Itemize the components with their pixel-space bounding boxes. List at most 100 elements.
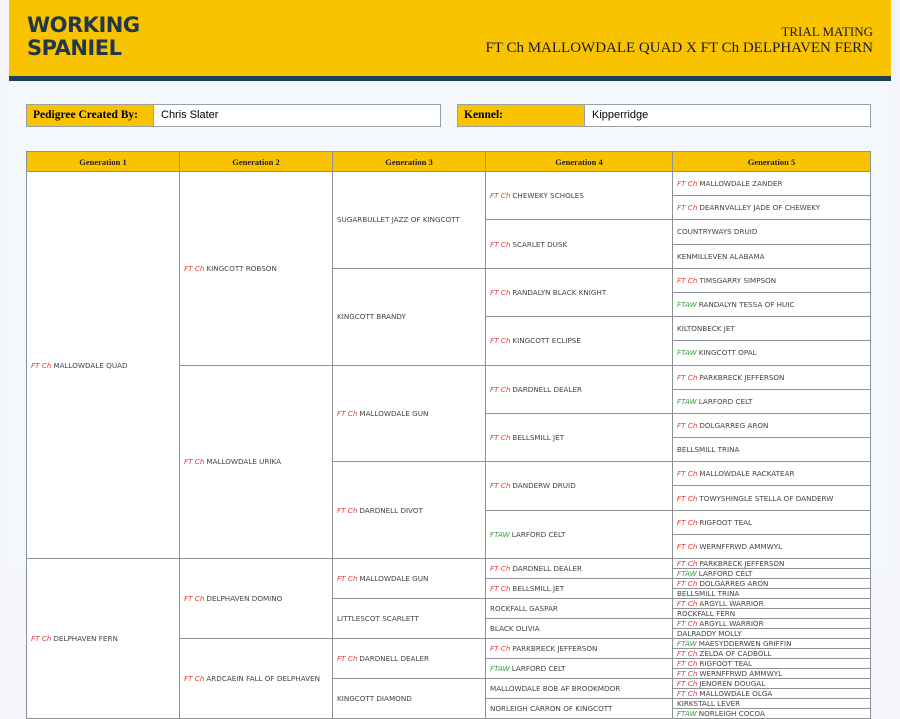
dog-name: KINGCOTT ROBSON bbox=[206, 263, 277, 273]
dog-cell-gen5[interactable]: FT Ch TOWYSHINGLE STELLA OF DANDERW bbox=[673, 486, 870, 510]
dog-entry: FT Ch DARDNELL DIVOT bbox=[337, 506, 423, 515]
dog-cell-gen2[interactable]: FT Ch KINGCOTT ROBSON bbox=[180, 172, 332, 365]
dog-cell-gen5[interactable]: FT Ch PARKBRECK JEFFERSON bbox=[673, 365, 870, 389]
dog-cell-gen5[interactable]: BELLSMILL TRINA bbox=[673, 438, 870, 462]
dog-cell-gen4[interactable]: FT Ch BELLSMILL JET bbox=[486, 579, 672, 598]
dog-name: RIGFOOT TEAL bbox=[699, 517, 753, 527]
dog-name: NORLEIGH COCOA bbox=[698, 709, 765, 718]
column-header-generation-3: Generation 3 bbox=[333, 152, 485, 171]
dog-cell-gen5[interactable]: FT Ch PARKBRECK JEFFERSON bbox=[673, 559, 870, 568]
dog-entry: FT Ch WERNFFRWD AMMWYL bbox=[677, 669, 782, 678]
dog-cell-gen5[interactable]: DALRADDY MOLLY bbox=[673, 629, 870, 638]
dog-cell-gen4[interactable]: FT Ch RANDALYN BLACK KNIGHT bbox=[486, 268, 672, 317]
dog-entry: FT Ch DEARNVALLEY JADE OF CHEWEKY bbox=[677, 203, 820, 212]
dog-cell-gen4[interactable]: FT Ch PARKBRECK JEFFERSON bbox=[486, 639, 672, 658]
dog-cell-gen4[interactable]: FT Ch DARDNELL DEALER bbox=[486, 559, 672, 578]
title-badge: FTAW bbox=[490, 664, 510, 673]
dog-cell-gen5[interactable]: FTAW NORLEIGH COCOA bbox=[673, 709, 870, 718]
dog-entry: BELLSMILL TRINA bbox=[677, 589, 739, 598]
dog-cell-gen5[interactable]: KENMILLEVEN ALABAMA bbox=[673, 244, 870, 268]
dog-name: DALRADDY MOLLY bbox=[677, 629, 742, 638]
dog-cell-gen3[interactable]: LITTLESCOT SCARLETT bbox=[333, 599, 485, 638]
dog-name: BLACK OLIVIA bbox=[490, 624, 540, 633]
dog-cell-gen4[interactable]: FT Ch SCARLET DUSK bbox=[486, 220, 672, 268]
dog-cell-gen5[interactable]: FT Ch JENOREN DOUGAL bbox=[673, 679, 870, 688]
dog-cell-gen4[interactable]: BLACK OLIVIA bbox=[486, 619, 672, 638]
dog-cell-gen4[interactable]: FT Ch BELLSMILL JET bbox=[486, 413, 672, 462]
dog-cell-gen5[interactable]: FT Ch MALLOWDALE OLGA bbox=[673, 689, 870, 698]
dog-name: KINGCOTT ECLIPSE bbox=[512, 336, 581, 346]
dog-cell-gen5[interactable]: FT Ch MALLOWDALE ZANDER bbox=[673, 172, 870, 196]
dog-entry: KINGCOTT DIAMOND bbox=[337, 694, 412, 703]
dog-cell-gen3[interactable]: SUGARBULLET JAZZ OF KINGCOTT bbox=[333, 172, 485, 268]
title-badge: FTAW bbox=[677, 569, 697, 578]
dog-cell-gen2[interactable]: FT Ch MALLOWDALE URIKA bbox=[180, 365, 332, 558]
dog-cell-gen5[interactable]: ROCKFALL FERN bbox=[673, 609, 870, 618]
dog-cell-gen3[interactable]: FT Ch MALLOWDALE GUN bbox=[333, 559, 485, 598]
dog-cell-gen5[interactable]: FT Ch DOLGARREG ARON bbox=[673, 579, 870, 588]
dog-entry: KILTONBECK JET bbox=[677, 324, 735, 333]
title-badge: FT Ch bbox=[677, 689, 698, 698]
header: WORKING SPANIEL TRIAL MATING FT Ch MALLO… bbox=[9, 0, 891, 76]
dog-cell-gen3[interactable]: KINGCOTT BRANDY bbox=[333, 268, 485, 365]
dog-cell-gen4[interactable]: FT Ch CHEWEKY SCHOLES bbox=[486, 172, 672, 220]
dog-cell-gen5[interactable]: FTAW LARFORD CELT bbox=[673, 389, 870, 413]
dog-name: DELPHAVEN FERN bbox=[53, 634, 118, 643]
title-badge: FT Ch bbox=[490, 336, 511, 346]
dog-entry: KINGCOTT BRANDY bbox=[337, 312, 406, 321]
dog-cell-gen1[interactable]: FT Ch MALLOWDALE QUAD bbox=[27, 172, 179, 558]
dog-cell-gen5[interactable]: BELLSMILL TRINA bbox=[673, 589, 870, 598]
dog-cell-gen4[interactable]: MALLOWDALE BOB AF BROOKMOOR bbox=[486, 679, 672, 698]
dog-name: MALLOWDALE QUAD bbox=[53, 360, 128, 370]
dog-cell-gen3[interactable]: FT Ch DARDNELL DIVOT bbox=[333, 462, 485, 558]
dog-cell-gen5[interactable]: FTAW KINGCOTT OPAL bbox=[673, 341, 870, 365]
title-badge: FT Ch bbox=[677, 372, 698, 382]
dog-cell-gen5[interactable]: FT Ch RIGFOOT TEAL bbox=[673, 510, 870, 534]
title-badge: FT Ch bbox=[677, 469, 698, 479]
dog-cell-gen4[interactable]: ROCKFALL GASPAR bbox=[486, 599, 672, 618]
dog-cell-gen4[interactable]: FT Ch KINGCOTT ECLIPSE bbox=[486, 317, 672, 365]
title-badge: FT Ch bbox=[677, 179, 698, 189]
dog-cell-gen5[interactable]: FT Ch ARGYLL WARRIOR bbox=[673, 599, 870, 608]
title-badge: FT Ch bbox=[184, 457, 205, 467]
dog-cell-gen3[interactable]: KINGCOTT DIAMOND bbox=[333, 679, 485, 718]
dog-name: TIMSGARRY SIMPSON bbox=[699, 275, 777, 285]
dog-cell-gen5[interactable]: FT Ch ZELDA OF CADBOLL bbox=[673, 649, 870, 658]
title-badge: FT Ch bbox=[31, 634, 52, 643]
dog-name: ARGYLL WARRIOR bbox=[699, 599, 764, 608]
dog-cell-gen1[interactable]: FT Ch DELPHAVEN FERN bbox=[27, 559, 179, 718]
dog-entry: KENMILLEVEN ALABAMA bbox=[677, 252, 765, 261]
dog-cell-gen3[interactable]: FT Ch MALLOWDALE GUN bbox=[333, 365, 485, 462]
dog-cell-gen3[interactable]: FT Ch DARDNELL DEALER bbox=[333, 639, 485, 678]
dog-cell-gen4[interactable]: FT Ch DARDNELL DEALER bbox=[486, 365, 672, 413]
dog-cell-gen5[interactable]: FTAW RANDALYN TESSA OF HUIC bbox=[673, 292, 870, 317]
dog-entry: LITTLESCOT SCARLETT bbox=[337, 614, 419, 623]
dog-entry: FT Ch DELPHAVEN DOMINO bbox=[184, 594, 282, 603]
dog-cell-gen5[interactable]: FT Ch TIMSGARRY SIMPSON bbox=[673, 268, 870, 292]
dog-cell-gen2[interactable]: FT Ch DELPHAVEN DOMINO bbox=[180, 559, 332, 638]
dog-cell-gen5[interactable]: FT Ch ARGYLL WARRIOR bbox=[673, 619, 870, 628]
dog-cell-gen5[interactable]: KIRKSTALL LEVER bbox=[673, 699, 870, 708]
dog-cell-gen5[interactable]: FT Ch MALLOWDALE RACKATEAR bbox=[673, 462, 870, 486]
dog-cell-gen5[interactable]: COUNTRYWAYS DRUID bbox=[673, 220, 870, 244]
dog-name: PARKBRECK JEFFERSON bbox=[512, 644, 598, 653]
dog-cell-gen5[interactable]: FT Ch DOLGARREG ARON bbox=[673, 413, 870, 438]
dog-entry: FT Ch DANDERW DRUID bbox=[490, 481, 576, 490]
dog-name: SCARLET DUSK bbox=[512, 239, 568, 249]
title-badge: FT Ch bbox=[490, 287, 511, 297]
dog-cell-gen5[interactable]: FT Ch WERNFFRWD AMMWYL bbox=[673, 534, 870, 558]
dog-cell-gen5[interactable]: FT Ch WERNFFRWD AMMWYL bbox=[673, 669, 870, 678]
dog-cell-gen5[interactable]: FT Ch DEARNVALLEY JADE OF CHEWEKY bbox=[673, 196, 870, 220]
dog-cell-gen5[interactable]: FT Ch RIGFOOT TEAL bbox=[673, 659, 870, 668]
dog-cell-gen2[interactable]: FT Ch ARDCAEIN FALL OF DELPHAVEN bbox=[180, 639, 332, 718]
dog-cell-gen4[interactable]: NORLEIGH CARRON OF KINGCOTT bbox=[486, 699, 672, 718]
dog-entry: BLACK OLIVIA bbox=[490, 624, 540, 633]
dog-cell-gen5[interactable]: FTAW MAESYDDERWEN GRIFFIN bbox=[673, 639, 870, 648]
dog-cell-gen5[interactable]: FTAW LARFORD CELT bbox=[673, 569, 870, 578]
dog-cell-gen5[interactable]: KILTONBECK JET bbox=[673, 317, 870, 341]
title-badge: FT Ch bbox=[184, 674, 205, 683]
dog-cell-gen4[interactable]: FTAW LARFORD CELT bbox=[486, 510, 672, 558]
dog-cell-gen4[interactable]: FTAW LARFORD CELT bbox=[486, 659, 672, 678]
dog-name: ZELDA OF CADBOLL bbox=[699, 649, 772, 658]
dog-cell-gen4[interactable]: FT Ch DANDERW DRUID bbox=[486, 462, 672, 510]
